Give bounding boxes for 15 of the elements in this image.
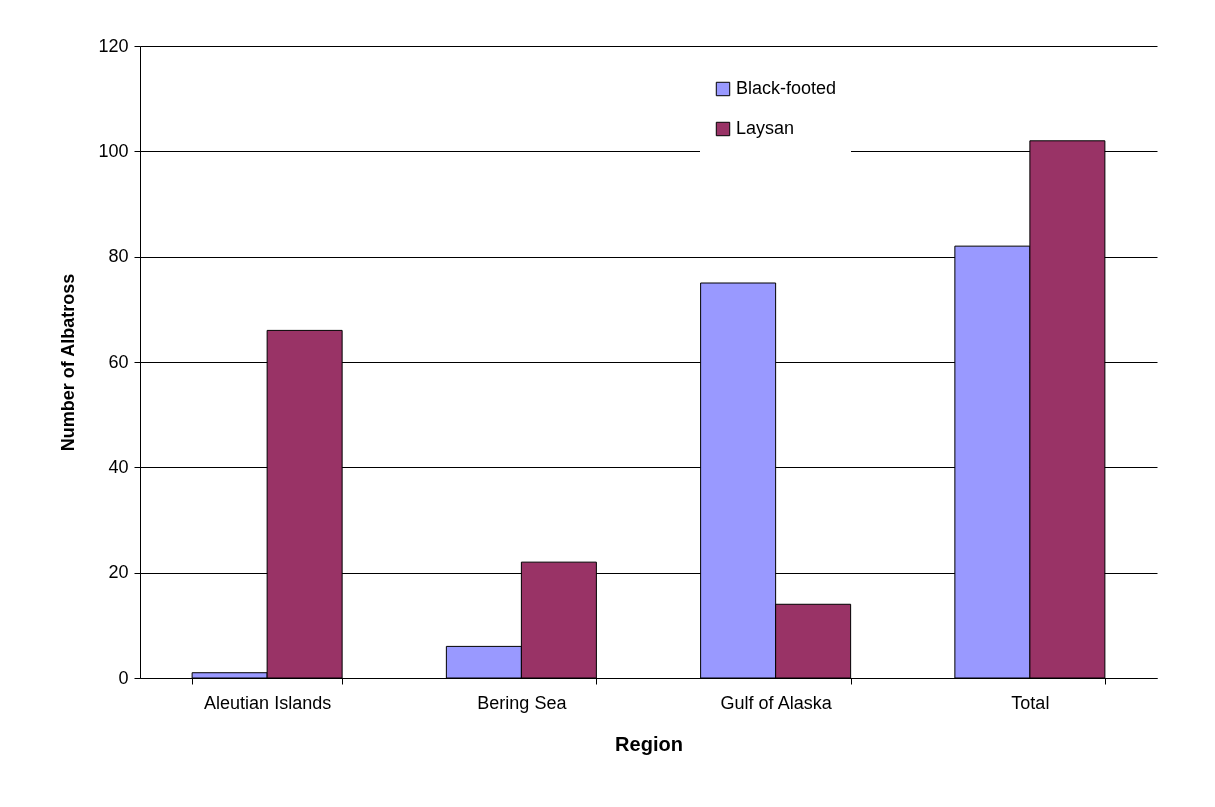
x-tick-label: Gulf of Alaska bbox=[720, 692, 833, 713]
x-tick-label: Aleutian Islands bbox=[204, 692, 332, 713]
y-tick-label: 40 bbox=[108, 456, 129, 477]
y-tick-label: 120 bbox=[98, 35, 129, 56]
y-tick-label: 80 bbox=[108, 246, 129, 267]
legend-label: Black-footed bbox=[736, 78, 837, 98]
y-axis-title: Number of Albatross bbox=[58, 273, 79, 452]
x-axis-title: Region bbox=[615, 732, 683, 755]
legend-label: Laysan bbox=[736, 118, 795, 138]
x-tick-label: Total bbox=[1011, 692, 1050, 713]
y-tick-label: 100 bbox=[98, 140, 129, 161]
y-tick-label: 20 bbox=[108, 562, 129, 583]
y-tick-label: 60 bbox=[108, 351, 129, 372]
y-tick-label: 0 bbox=[118, 667, 129, 688]
x-tick-label: Bering Sea bbox=[477, 692, 568, 713]
